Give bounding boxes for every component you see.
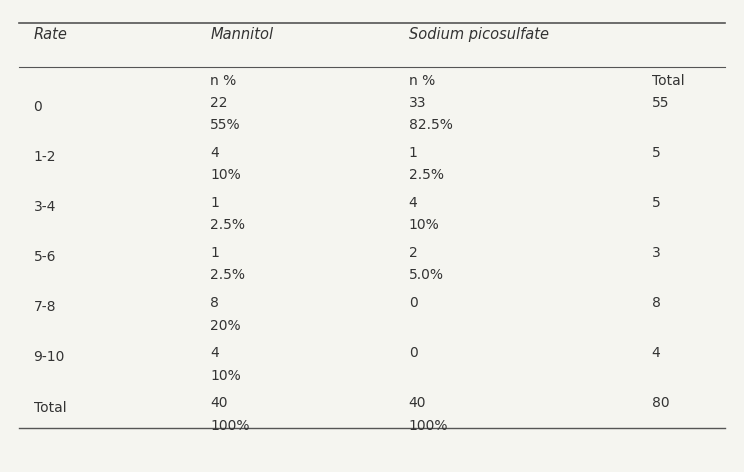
Text: 40: 40 xyxy=(408,396,426,411)
Text: 0: 0 xyxy=(408,296,417,310)
Text: 20%: 20% xyxy=(210,319,241,333)
Text: 8: 8 xyxy=(652,296,661,310)
Text: 5: 5 xyxy=(652,146,661,160)
Text: 22: 22 xyxy=(210,96,228,110)
Text: 10%: 10% xyxy=(408,219,440,232)
Text: Total: Total xyxy=(33,401,66,414)
Text: Total: Total xyxy=(652,74,684,88)
Text: 4: 4 xyxy=(210,146,219,160)
Text: 4: 4 xyxy=(408,196,417,210)
Text: 40: 40 xyxy=(210,396,228,411)
Text: 100%: 100% xyxy=(210,419,250,433)
Text: 0: 0 xyxy=(33,100,42,114)
Text: 1: 1 xyxy=(210,196,219,210)
Text: 33: 33 xyxy=(408,96,426,110)
Text: 5.0%: 5.0% xyxy=(408,269,443,282)
Text: 2.5%: 2.5% xyxy=(408,169,443,182)
Text: 10%: 10% xyxy=(210,169,241,182)
Text: 2: 2 xyxy=(408,246,417,260)
Text: 4: 4 xyxy=(210,346,219,360)
Text: 3: 3 xyxy=(652,246,661,260)
Text: 1-2: 1-2 xyxy=(33,150,56,164)
Text: 55%: 55% xyxy=(210,118,241,132)
Text: 80: 80 xyxy=(652,396,669,411)
Text: 55: 55 xyxy=(652,96,669,110)
Text: 5-6: 5-6 xyxy=(33,250,56,264)
Text: 8: 8 xyxy=(210,296,219,310)
Text: Sodium picosulfate: Sodium picosulfate xyxy=(408,27,549,42)
Text: 10%: 10% xyxy=(210,369,241,383)
Text: 9-10: 9-10 xyxy=(33,351,65,364)
Text: 3-4: 3-4 xyxy=(33,200,56,214)
Text: n %: n % xyxy=(210,74,237,88)
Text: 100%: 100% xyxy=(408,419,449,433)
Text: n %: n % xyxy=(408,74,435,88)
Text: 5: 5 xyxy=(652,196,661,210)
Text: 2.5%: 2.5% xyxy=(210,219,246,232)
Text: 82.5%: 82.5% xyxy=(408,118,452,132)
Text: Mannitol: Mannitol xyxy=(210,27,273,42)
Text: 4: 4 xyxy=(652,346,661,360)
Text: 2.5%: 2.5% xyxy=(210,269,246,282)
Text: 7-8: 7-8 xyxy=(33,300,56,314)
Text: 0: 0 xyxy=(408,346,417,360)
Text: Rate: Rate xyxy=(33,27,68,42)
Text: 1: 1 xyxy=(210,246,219,260)
Text: 1: 1 xyxy=(408,146,417,160)
